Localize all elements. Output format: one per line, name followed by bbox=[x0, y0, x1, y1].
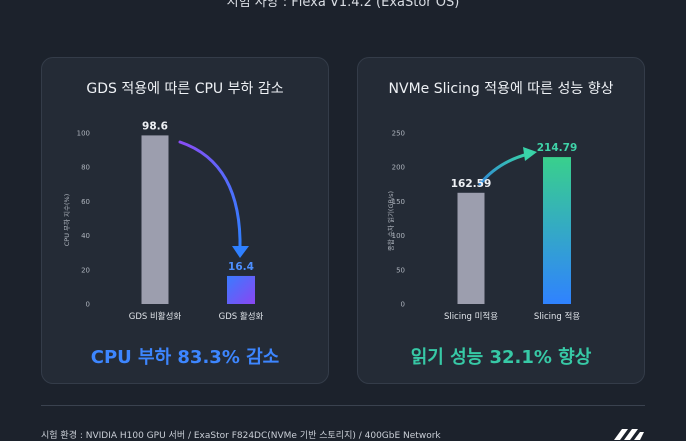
divider bbox=[41, 405, 645, 406]
bar bbox=[543, 157, 571, 304]
y-axis-label: 종합 순차 읽기(GB/s) bbox=[386, 191, 395, 251]
y-tick-label: 60 bbox=[81, 198, 90, 206]
y-axis-label: CPU 부하 지수(%) bbox=[62, 194, 71, 247]
y-tick-label: 0 bbox=[86, 301, 90, 309]
y-tick-label: 0 bbox=[401, 301, 405, 309]
y-tick-label: 150 bbox=[392, 198, 405, 206]
x-category-label: Slicing 미적용 bbox=[444, 311, 498, 322]
test-environment-note: 시험 환경 : NVIDIA H100 GPU 서버 / ExaStor F82… bbox=[41, 431, 441, 441]
bar-value-label: 214.79 bbox=[537, 142, 578, 154]
bar bbox=[457, 192, 485, 304]
y-tick-label: 200 bbox=[392, 164, 405, 172]
bar-value-label: 16.4 bbox=[228, 261, 254, 273]
trend-arrow-head bbox=[523, 147, 537, 161]
page-title: 시험 사양 : Flexa V1.4.2 (ExaStor OS) bbox=[226, 0, 460, 10]
nvme-slicing-chart: 종합 순차 읽기(GB/s) 0 50 100 150 200 250 162.59 Slic… bbox=[386, 130, 580, 323]
chart-title: NVMe Slicing 적용에 따른 성능 향상 bbox=[388, 81, 614, 97]
nvme-slicing-chart-panel: NVMe Slicing 적용에 따른 성능 향상 종합 순차 읽기(GB/s)… bbox=[357, 57, 645, 384]
cpu-load-headline: CPU 부하 83.3% 감소 bbox=[90, 347, 280, 368]
y-tick-label: 50 bbox=[396, 266, 405, 274]
bar bbox=[141, 135, 169, 304]
y-tick-label: 250 bbox=[392, 130, 405, 138]
performance-headline: 읽기 성능 32.1% 향상 bbox=[410, 347, 592, 368]
y-tick-label: 40 bbox=[81, 232, 90, 240]
company-logo bbox=[614, 429, 644, 440]
trend-arrow bbox=[178, 140, 242, 252]
y-tick-label: 100 bbox=[392, 232, 405, 240]
trend-arrow bbox=[478, 152, 530, 186]
trend-arrow-head bbox=[232, 246, 249, 258]
x-category-label: GDS 활성화 bbox=[219, 311, 264, 322]
chart-title: GDS 적용에 따른 CPU 부하 감소 bbox=[86, 81, 284, 97]
bar-value-label: 162.59 bbox=[451, 178, 492, 190]
x-category-label: GDS 비활성화 bbox=[129, 311, 182, 322]
bar-value-label: 98.6 bbox=[142, 120, 168, 132]
y-tick-label: 20 bbox=[81, 266, 90, 274]
bar bbox=[227, 275, 255, 304]
cpu-load-chart-panel: GDS 적용에 따른 CPU 부하 감소 CPU 부하 지수(%) 0 20 40 6… bbox=[41, 57, 329, 384]
cpu-load-chart: CPU 부하 지수(%) 0 20 40 60 80 100 98.6 GDS 비활성화 16.… bbox=[62, 120, 264, 322]
y-tick-label: 80 bbox=[81, 164, 90, 172]
x-category-label: Slicing 적용 bbox=[534, 311, 580, 322]
y-tick-label: 100 bbox=[77, 130, 90, 138]
